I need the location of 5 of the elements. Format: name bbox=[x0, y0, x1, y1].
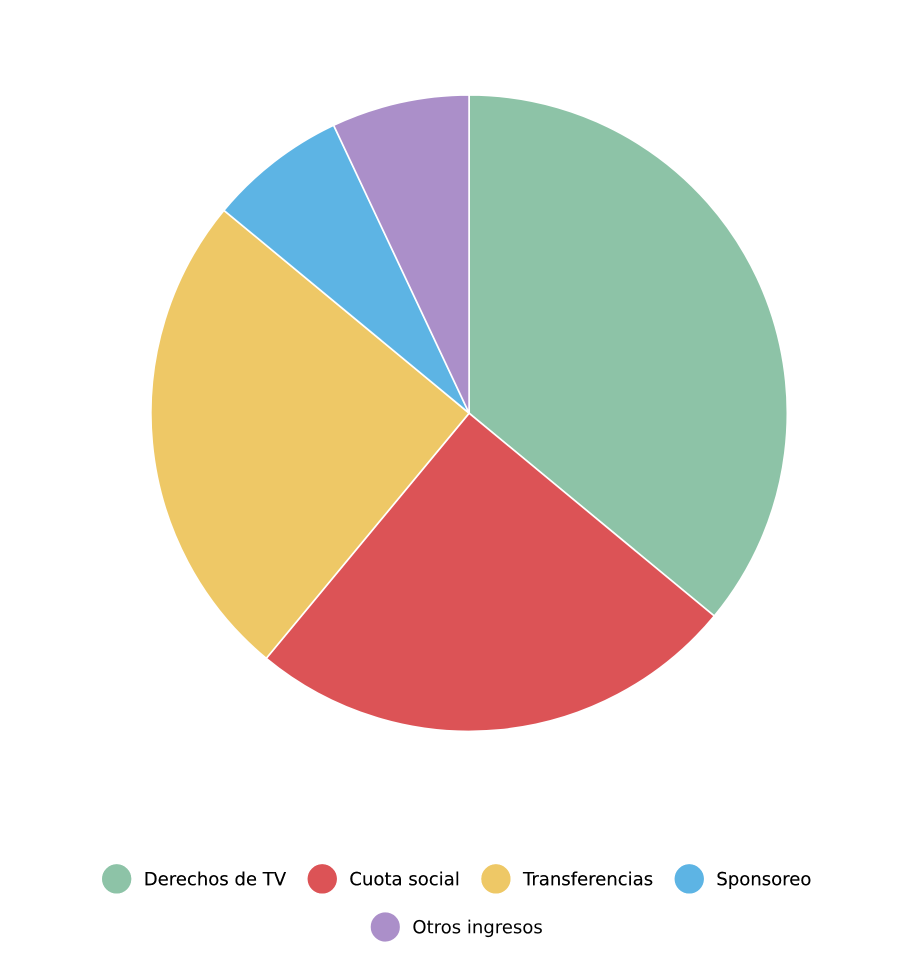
legend-label: Otros ingresos bbox=[413, 920, 542, 938]
legend-label: Sponsoreo bbox=[718, 872, 810, 889]
legend-label: Cuota social bbox=[350, 871, 458, 886]
legend-label: Derechos de TV bbox=[146, 871, 286, 886]
legend-label: Transferencias bbox=[522, 871, 652, 886]
